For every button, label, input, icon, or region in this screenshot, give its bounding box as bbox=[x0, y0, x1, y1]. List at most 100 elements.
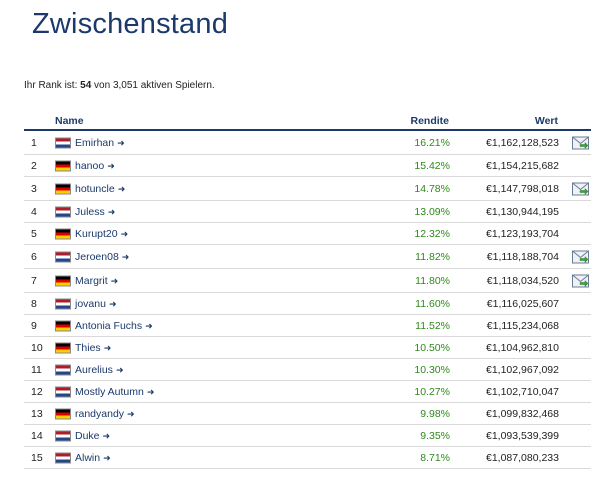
player-name-link[interactable]: hotuncle ➜ bbox=[75, 183, 125, 195]
mail-send-icon[interactable] bbox=[572, 274, 589, 287]
rank-number: 12 bbox=[31, 385, 43, 398]
wert-value: €1,102,710,047 bbox=[486, 385, 559, 398]
table-row: 13 randyandy ➜ 9.98% €1,099,832,468 bbox=[24, 403, 591, 425]
netherlands-flag-icon bbox=[55, 206, 71, 217]
arrow-right-icon: ➜ bbox=[146, 386, 155, 397]
wert-value: €1,162,128,523 bbox=[486, 136, 559, 149]
rendite-value: 10.50% bbox=[414, 341, 450, 354]
player-name-link[interactable]: Jeroen08 ➜ bbox=[75, 251, 129, 263]
arrow-right-icon: ➜ bbox=[120, 228, 129, 239]
player-name-link[interactable]: Mostly Autumn ➜ bbox=[75, 386, 154, 398]
table-row: 2 hanoo ➜ 15.42% €1,154,215,682 bbox=[24, 155, 591, 177]
rank-summary: Ihr Rank ist: 54 von 3,051 aktiven Spiel… bbox=[24, 80, 215, 91]
rendite-value: 12.32% bbox=[414, 227, 450, 240]
wert-value: €1,118,188,704 bbox=[486, 250, 559, 263]
player-name-link[interactable]: Duke ➜ bbox=[75, 430, 110, 442]
rendite-value: 9.35% bbox=[420, 429, 450, 442]
player-name-link[interactable]: hanoo ➜ bbox=[75, 160, 115, 172]
rank-value: 54 bbox=[80, 80, 92, 91]
arrow-right-icon: ➜ bbox=[108, 298, 117, 309]
player-name-link[interactable]: jovanu ➜ bbox=[75, 298, 117, 310]
arrow-right-icon: ➜ bbox=[110, 275, 119, 286]
wert-value: €1,104,962,810 bbox=[486, 341, 559, 354]
player-name-link[interactable]: Antonia Fuchs ➜ bbox=[75, 320, 153, 332]
rendite-value: 11.52% bbox=[415, 319, 450, 332]
rendite-value: 9.98% bbox=[420, 407, 450, 420]
player-name: Duke bbox=[75, 429, 100, 442]
rank-number: 11 bbox=[31, 363, 42, 376]
player-name-link[interactable]: randyandy ➜ bbox=[75, 408, 135, 420]
rank-number: 3 bbox=[31, 182, 37, 195]
player-name-link[interactable]: Alwin ➜ bbox=[75, 452, 111, 464]
rank-number: 13 bbox=[31, 407, 43, 420]
rank-number: 14 bbox=[31, 429, 43, 442]
table-row: 9 Antonia Fuchs ➜ 11.52% €1,115,234,068 bbox=[24, 315, 591, 337]
table-row: 11 Aurelius ➜ 10.30% €1,102,967,092 bbox=[24, 359, 591, 381]
wert-value: €1,123,193,704 bbox=[486, 227, 559, 240]
player-name-link[interactable]: Juless ➜ bbox=[75, 206, 115, 218]
netherlands-flag-icon bbox=[55, 298, 71, 309]
table-row: 5 Kurupt20 ➜ 12.32% €1,123,193,704 bbox=[24, 223, 591, 245]
player-name: Mostly Autumn bbox=[75, 385, 144, 398]
rank-suffix: von 3,051 aktiven Spielern. bbox=[91, 80, 215, 91]
arrow-right-icon: ➜ bbox=[107, 206, 116, 217]
player-name: Aurelius bbox=[75, 363, 113, 376]
header-name[interactable]: Name bbox=[55, 115, 84, 127]
rank-number: 5 bbox=[31, 227, 37, 240]
mail-send-icon[interactable] bbox=[572, 182, 589, 195]
player-name: Juless bbox=[75, 205, 105, 218]
page-title: Zwischenstand bbox=[32, 8, 229, 40]
rank-number: 6 bbox=[31, 250, 37, 263]
wert-value: €1,116,025,607 bbox=[486, 297, 559, 310]
player-name-link[interactable]: Thies ➜ bbox=[75, 342, 111, 354]
rank-number: 7 bbox=[31, 274, 37, 287]
table-row: 15 Alwin ➜ 8.71% €1,087,080,233 bbox=[24, 447, 591, 469]
arrow-right-icon: ➜ bbox=[145, 320, 153, 331]
arrow-right-icon: ➜ bbox=[103, 452, 111, 463]
germany-flag-icon bbox=[55, 320, 71, 331]
arrow-right-icon: ➜ bbox=[117, 137, 125, 148]
player-name: Alwin bbox=[75, 451, 101, 464]
player-name-link[interactable]: Emirhan ➜ bbox=[75, 137, 125, 149]
wert-value: €1,118,034,520 bbox=[486, 274, 559, 287]
player-name: Emirhan bbox=[75, 136, 115, 149]
germany-flag-icon bbox=[55, 408, 71, 419]
player-name: randyandy bbox=[75, 407, 125, 420]
player-name: Kurupt20 bbox=[75, 227, 118, 240]
rendite-value: 11.60% bbox=[415, 297, 450, 310]
wert-value: €1,099,832,468 bbox=[486, 407, 559, 420]
germany-flag-icon bbox=[55, 275, 71, 286]
wert-value: €1,087,080,233 bbox=[486, 451, 559, 464]
netherlands-flag-icon bbox=[55, 430, 71, 441]
rendite-value: 11.80% bbox=[415, 274, 450, 287]
mail-send-icon[interactable] bbox=[572, 136, 589, 149]
player-name: hotuncle bbox=[75, 182, 115, 195]
wert-value: €1,093,539,399 bbox=[486, 429, 559, 442]
rank-number: 2 bbox=[31, 159, 37, 172]
arrow-right-icon: ➜ bbox=[127, 408, 135, 419]
rendite-value: 8.71% bbox=[420, 451, 450, 464]
arrow-right-icon: ➜ bbox=[115, 364, 124, 375]
player-name-link[interactable]: Margrit ➜ bbox=[75, 275, 118, 287]
header-wert[interactable]: Wert bbox=[534, 115, 558, 127]
wert-value: €1,102,967,092 bbox=[486, 363, 559, 376]
player-name: Jeroen08 bbox=[75, 250, 119, 263]
rank-number: 8 bbox=[31, 297, 37, 310]
rendite-value: 13.09% bbox=[414, 205, 450, 218]
rendite-value: 10.30% bbox=[414, 363, 450, 376]
player-name-link[interactable]: Kurupt20 ➜ bbox=[75, 228, 128, 240]
header-rendite[interactable]: Rendite bbox=[410, 115, 449, 127]
rank-prefix: Ihr Rank ist: bbox=[24, 80, 81, 91]
rank-number: 9 bbox=[31, 319, 37, 332]
rendite-value: 15.42% bbox=[414, 159, 450, 172]
mail-send-icon[interactable] bbox=[572, 250, 589, 263]
table-row: 6 Jeroen08 ➜ 11.82% €1,118,188,704 bbox=[24, 245, 591, 269]
netherlands-flag-icon bbox=[55, 137, 71, 148]
table-row: 12 Mostly Autumn ➜ 10.27% €1,102,710,047 bbox=[24, 381, 591, 403]
table-header: Name Rendite Wert bbox=[24, 113, 591, 131]
netherlands-flag-icon bbox=[55, 386, 71, 397]
rendite-value: 11.82% bbox=[415, 250, 450, 263]
wert-value: €1,154,215,682 bbox=[486, 159, 559, 172]
player-name-link[interactable]: Aurelius ➜ bbox=[75, 364, 123, 376]
germany-flag-icon bbox=[55, 160, 71, 171]
